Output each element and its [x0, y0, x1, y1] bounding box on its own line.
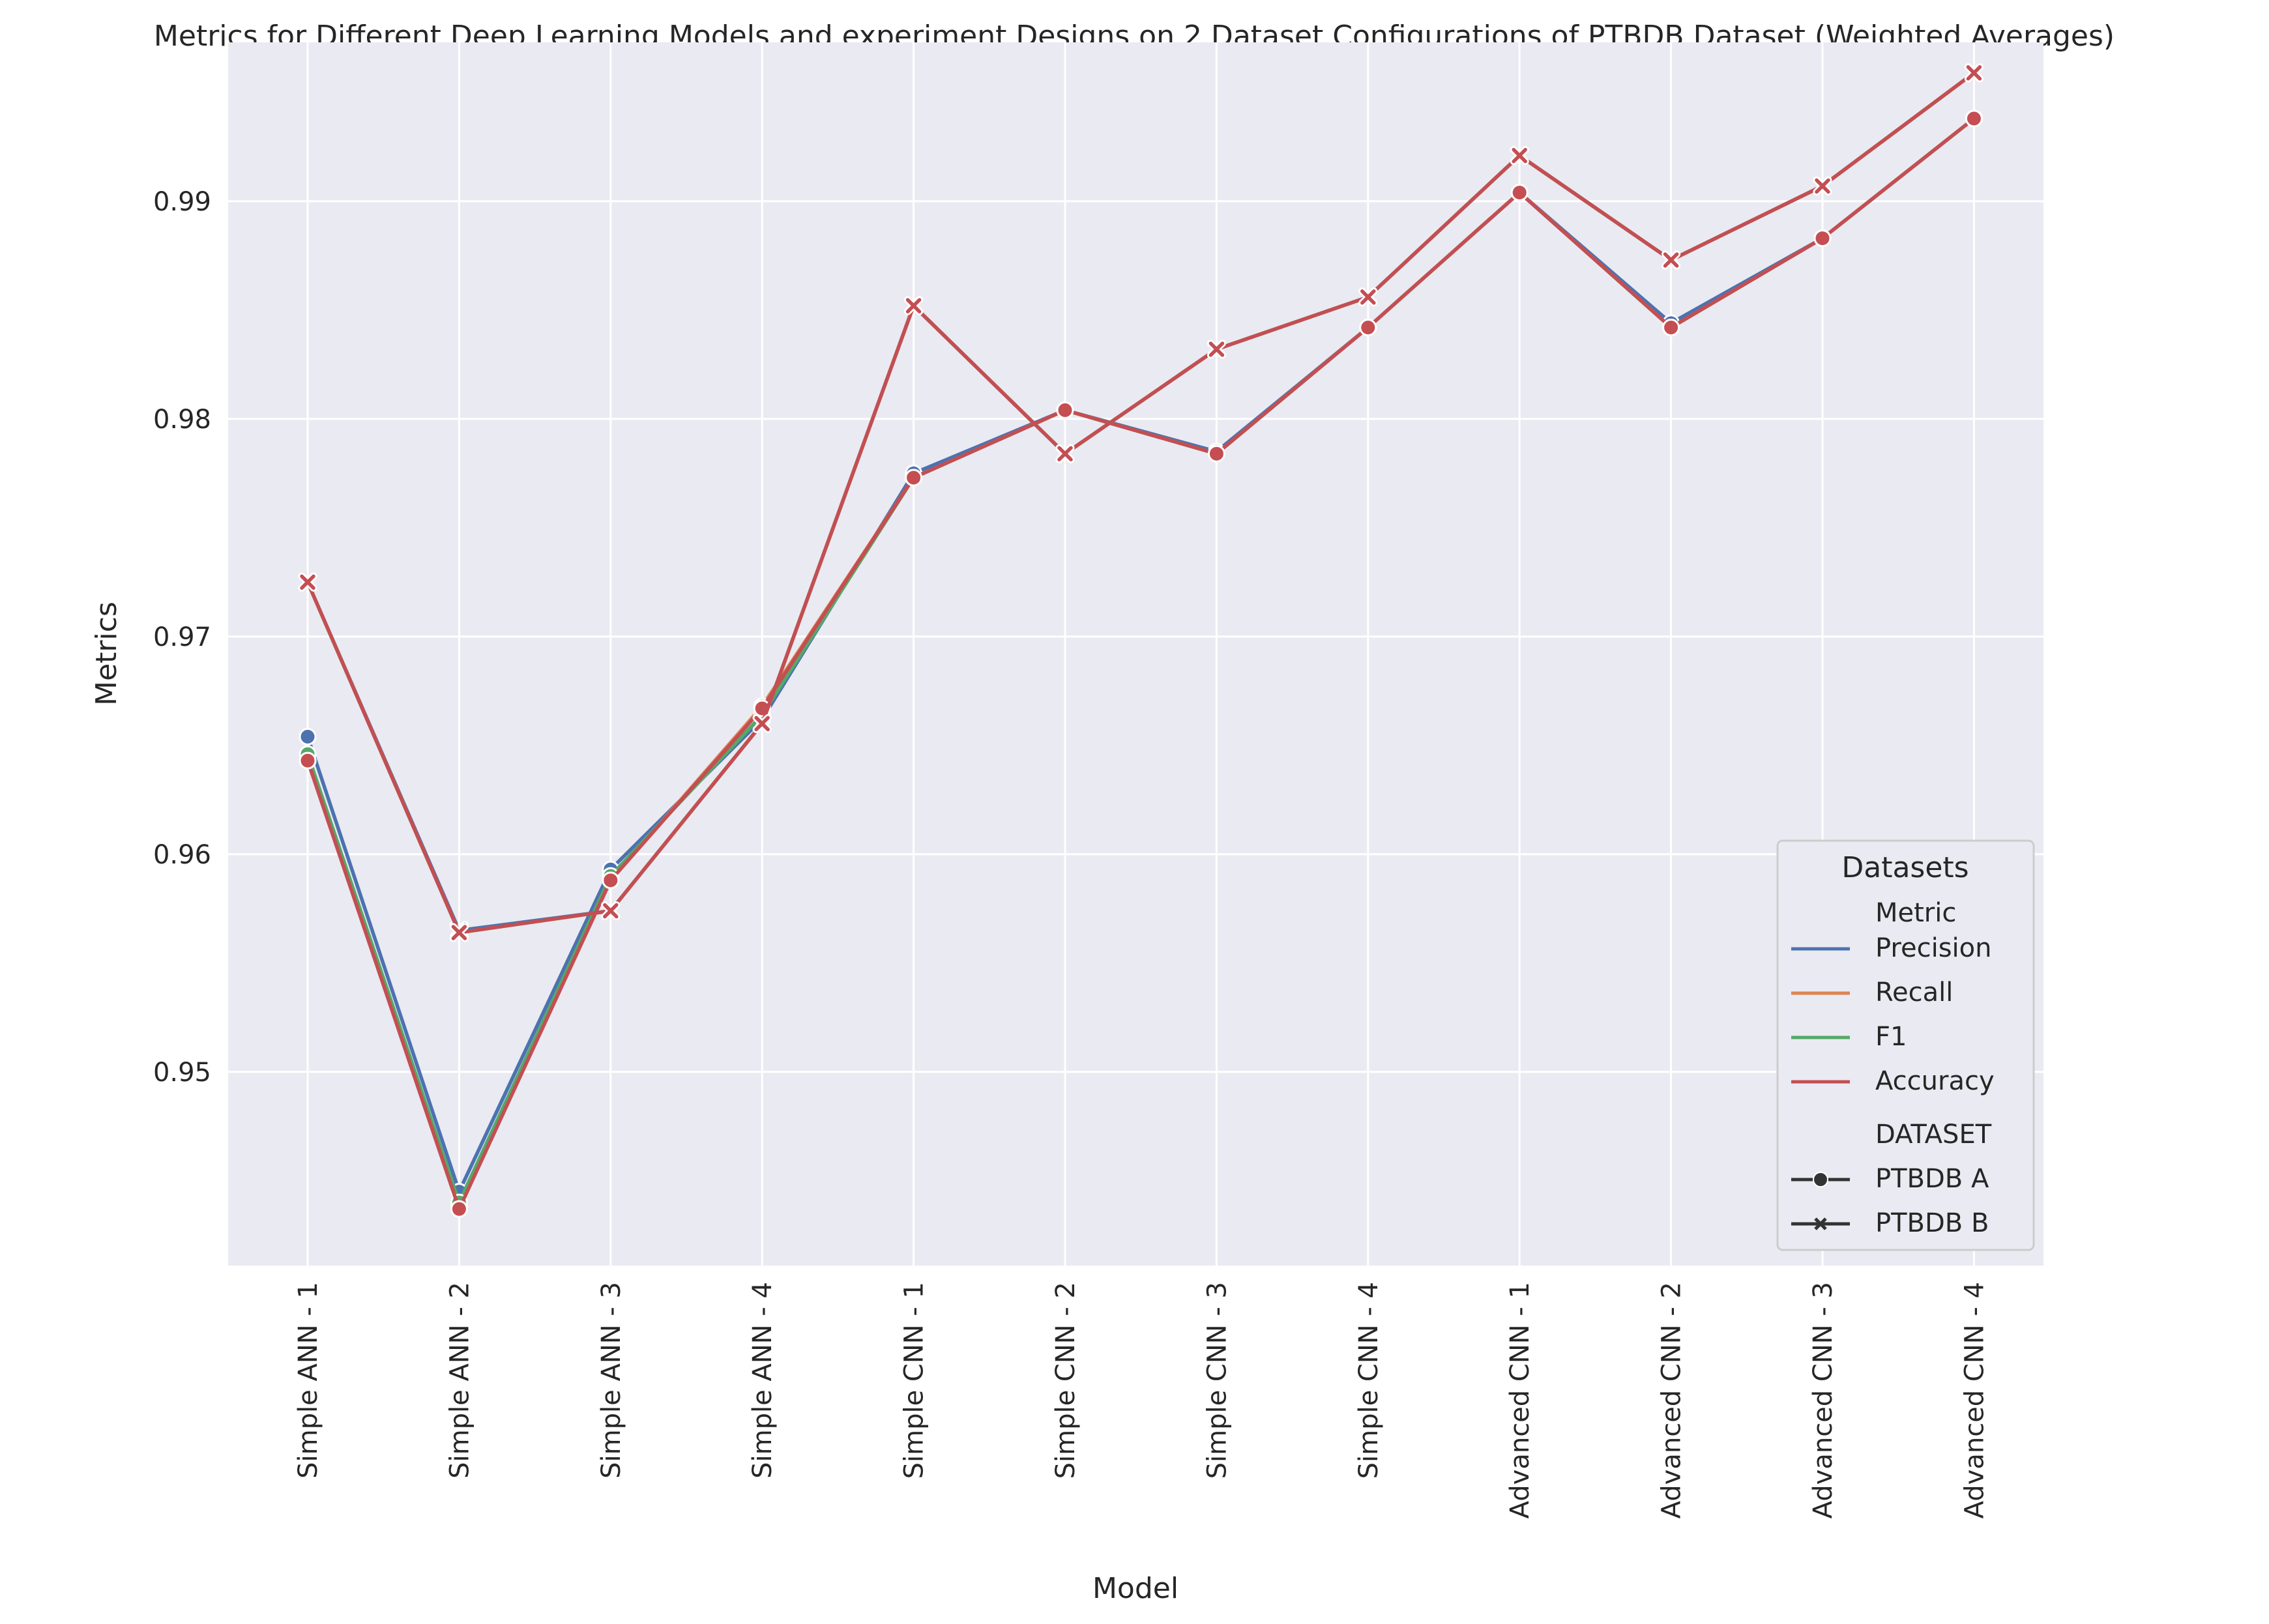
legend-box: [1776, 839, 2035, 1251]
legend-precision-label: Precision: [1875, 933, 1991, 963]
x-tick-label: Simple CNN - 2: [1051, 1282, 1081, 1479]
data-point: [905, 298, 922, 313]
legend-recall-label: Recall: [1875, 978, 1953, 1008]
x-tick-label: Advanced CNN - 3: [1808, 1282, 1838, 1518]
data-point: [1057, 446, 1073, 461]
data-point: [1813, 229, 1832, 248]
x-tick-label: Simple ANN - 3: [596, 1282, 626, 1479]
legend-dataset-header: DATASET: [1875, 1120, 1992, 1150]
x-tick-label: Simple CNN - 1: [900, 1282, 930, 1479]
series-layer: [298, 63, 1984, 1218]
y-tick-label: 0.96: [153, 840, 211, 870]
data-point: [603, 903, 619, 919]
y-axis-label: Metrics: [90, 602, 123, 706]
legend-x-marker: [1814, 1217, 1827, 1230]
x-axis-ticks: Simple ANN - 1 Simple ANN - 2 Simple ANN -…: [293, 1282, 1989, 1518]
x-tick-label: Simple CNN - 4: [1354, 1282, 1384, 1479]
x-tick-label: Simple ANN - 2: [445, 1282, 475, 1479]
legend-f1-label: F1: [1875, 1022, 1907, 1052]
y-tick-label: 0.98: [153, 405, 211, 435]
data-point: [300, 574, 315, 590]
data-point: [299, 727, 317, 746]
series-line: [306, 71, 1976, 935]
x-axis-label: Model: [1092, 1572, 1178, 1605]
data-point: [299, 751, 317, 770]
plot-area: [228, 42, 2043, 1266]
data-point: [1208, 341, 1225, 357]
x-tick-label: Simple CNN - 3: [1202, 1282, 1232, 1479]
series-accuracy-ptbdb-b: [298, 63, 1984, 942]
grid-lines: [228, 42, 2043, 1266]
x-tick-label: Simple ANN - 1: [293, 1282, 323, 1479]
data-point: [905, 469, 923, 487]
data-point: [1965, 109, 1983, 128]
data-point: [450, 1200, 468, 1218]
y-tick-label: 0.95: [153, 1058, 211, 1088]
x-tick-label: Advanced CNN - 4: [1959, 1282, 1989, 1518]
data-point: [451, 925, 467, 940]
legend-dataset-label: PTBDB A: [1875, 1164, 1989, 1194]
data-point: [1510, 183, 1529, 201]
series-accuracy-ptbdb-a: [299, 109, 1983, 1218]
data-point: [1512, 147, 1527, 164]
x-tick-label: Simple ANN - 4: [748, 1282, 778, 1479]
y-axis-ticks: 0.95 0.96 0.97 0.98 0.99: [153, 187, 211, 1088]
legend-circle-marker: [1813, 1172, 1828, 1187]
x-tick-label: Advanced CNN - 1: [1505, 1282, 1535, 1518]
data-point: [1207, 444, 1225, 463]
data-point: [1966, 65, 1982, 81]
y-tick-label: 0.99: [153, 187, 211, 217]
legend: Datasets Metric Precision Recall F1 Accurac…: [1776, 839, 2035, 1251]
data-point: [602, 871, 620, 890]
legend-dataset-label: PTBDB B: [1875, 1208, 1989, 1238]
x-tick-label: Advanced CNN - 2: [1657, 1282, 1687, 1518]
legend-metric-header: Metric: [1875, 898, 1956, 928]
y-tick-label: 0.97: [153, 622, 211, 652]
data-point: [1815, 178, 1830, 194]
legend-title: Datasets: [1841, 851, 1969, 884]
series-line: [306, 117, 1976, 1211]
data-point: [754, 716, 770, 732]
legend-accuracy-label: Accuracy: [1875, 1066, 1995, 1096]
data-point: [1056, 401, 1074, 419]
data-point: [1359, 319, 1377, 337]
data-point: [1663, 252, 1679, 268]
data-point: [1360, 289, 1376, 305]
data-point: [1662, 319, 1680, 337]
